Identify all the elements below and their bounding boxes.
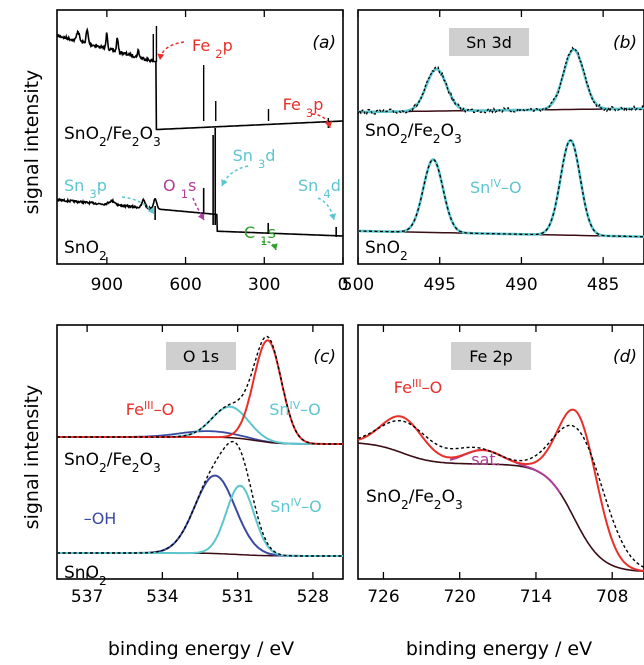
panel-a-arrow-c1s-line <box>261 240 277 251</box>
panel-a-arrow-sn4d-line <box>317 197 335 221</box>
panel-c-title: O 1s <box>183 347 219 366</box>
panel-a-ann-sn3d: Sn 3d <box>233 146 276 171</box>
panel-a-sample-bottom: SnO2 <box>64 238 107 263</box>
panel-d-frame <box>357 324 644 580</box>
panel-a-arrow-fe3p-line <box>311 113 331 129</box>
panel-d-tick-label-726: 726 <box>367 587 399 607</box>
panel-c-ann-sniv-top: SnIV–O <box>269 399 321 420</box>
panel-a-arrow-sn3d-line <box>221 165 249 187</box>
panel-c-top-data <box>57 335 343 445</box>
panel-a-ann-o1s: O 1s <box>163 176 196 201</box>
panel-c-title-badge <box>166 342 236 370</box>
panel-a-arrow-fe2p-head <box>157 53 165 60</box>
panel-b-bottom-fit <box>358 138 644 238</box>
panel-a-ann-sn4d: Sn 4d <box>298 176 341 201</box>
panel-a-ann-fe3p: Fe 3p <box>283 95 324 120</box>
panel-c-top-feiii <box>57 339 343 445</box>
panel-b-tick-label-495: 495 <box>423 275 455 295</box>
panel-c-sample-bottom: SnO2 <box>64 563 107 588</box>
panel-d-data <box>357 420 644 568</box>
panel-b-tick-label-500: 500 <box>342 275 374 295</box>
panel-a-arrow-fe2p-line <box>159 41 185 61</box>
panel-d-label: (d) <box>613 347 637 367</box>
panel-a-sample-top: SnO2/Fe2O3 <box>64 124 161 149</box>
x-axis-label-d: binding energy / eV <box>406 638 592 660</box>
panel-c-label: (c) <box>313 347 336 367</box>
panel-a-ann-sn3p: Sn 3p <box>64 176 107 201</box>
panel-c-tick-label-531: 531 <box>221 587 253 607</box>
panel-d-ann-sat: sat. <box>471 450 501 469</box>
panel-c-frame <box>56 324 344 580</box>
panel-b-title-badge <box>449 28 529 56</box>
panel-c-ann-oh: –OH <box>84 509 117 528</box>
panel-a-arrow-o1s-head <box>197 213 205 220</box>
panel-a-tick-label-300: 300 <box>248 275 280 295</box>
panel-d-tick-label-708: 708 <box>596 587 628 607</box>
panel-a-ann-c1s: C 1s <box>244 223 276 248</box>
panel-c-tick-label-534: 534 <box>146 587 178 607</box>
x-axis-label-c: binding energy / eV <box>108 638 294 660</box>
panel-b-tick-label-490: 490 <box>505 275 537 295</box>
panel-c-tick-label-528: 528 <box>297 587 329 607</box>
panel-b-top-data <box>357 46 644 115</box>
panel-d-tick-label-720: 720 <box>443 587 475 607</box>
panel-d-tick-label-714: 714 <box>520 587 552 607</box>
panel-c-sample-top: SnO2/Fe2O3 <box>64 450 161 475</box>
panel-d-ann-feiii: FeIII–O <box>394 377 442 398</box>
panel-d-background <box>357 442 644 573</box>
panel-d-title: Fe 2p <box>469 347 513 366</box>
panel-b-frame <box>357 9 644 265</box>
panel-a-arrow-sn3d-head <box>221 179 228 186</box>
panel-a-frame <box>56 9 344 265</box>
panel-a-arrow-sn3p-head <box>147 207 154 214</box>
panel-d-title-badge <box>451 342 531 370</box>
panel-a-tick-label-900: 900 <box>91 275 123 295</box>
panel-a-series-top <box>56 27 343 131</box>
panel-a-label: (a) <box>312 33 336 53</box>
panel-c-bottom-data <box>57 440 343 557</box>
panel-b-tick-label-485: 485 <box>587 275 619 295</box>
panel-b-label: (b) <box>613 33 637 53</box>
panel-a-arrow-c1s-head <box>270 243 278 250</box>
panel-a-arrow-sn4d-head <box>329 213 337 220</box>
panel-c-ann-feiii: FeIII–O <box>126 399 174 420</box>
panel-b-ann-sniv: SnIV–O <box>470 177 522 198</box>
panel-a-tick-label-0: 0 <box>338 275 349 295</box>
panel-d-sample: SnO2/Fe2O3 <box>366 487 463 512</box>
panel-b-sample-top: SnO2/Fe2O3 <box>365 121 462 146</box>
panel-a-arrow-fe3p-head <box>325 121 333 128</box>
y-axis-label-bottom: signal intensity <box>21 385 43 530</box>
panel-c-ann-sniv-bottom: SnIV–O <box>270 496 322 517</box>
panel-a-arrow-o1s-line <box>192 197 205 221</box>
panel-b-top-fit <box>358 48 644 114</box>
panel-c-tick-label-537: 537 <box>71 587 103 607</box>
panel-b-title: Sn 3d <box>466 33 512 52</box>
y-axis-label-top: signal intensity <box>21 70 43 215</box>
panel-a-tick-label-600: 600 <box>169 275 201 295</box>
panel-a-ann-fe2p: Fe 2p <box>192 36 233 61</box>
panel-b-sample-bottom: SnO2 <box>365 238 408 263</box>
